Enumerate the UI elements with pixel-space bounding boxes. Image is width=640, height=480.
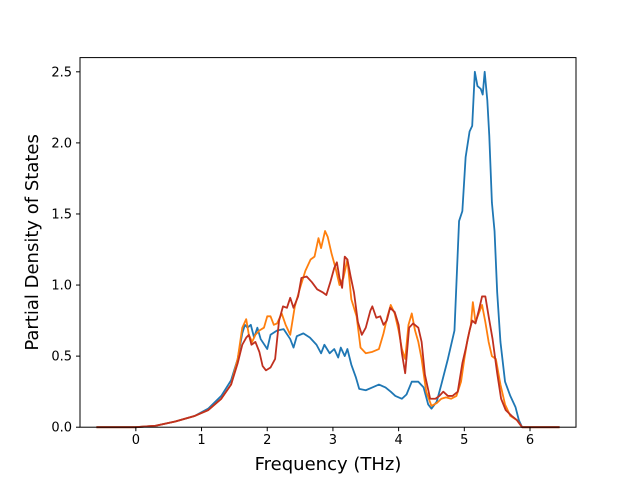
tick-layer: 0 1 2 3 4 5 6 0.0 0.5 1.0 1.5 2.0 2.5 — [51, 65, 534, 448]
x-tick-label: 5 — [460, 433, 468, 448]
x-tick-label: 3 — [329, 433, 337, 448]
x-tick-label: 2 — [263, 433, 271, 448]
y-tick-label: 2.0 — [51, 136, 72, 151]
plot-frame — [79, 57, 577, 428]
plot-area — [80, 57, 576, 428]
series-line-3 — [96, 255, 560, 429]
x-tick-label: 1 — [197, 433, 205, 448]
x-axis-label: Frequency (THz) — [255, 454, 402, 475]
y-tick-label: 2.5 — [51, 65, 72, 80]
y-tick-label: 0.0 — [51, 421, 72, 436]
series-line-1 — [96, 70, 560, 429]
y-tick-label: 1.0 — [51, 279, 72, 294]
x-tick-label: 6 — [526, 433, 534, 448]
y-axis-label: Partial Density of States — [22, 134, 43, 351]
y-tick-label: 1.5 — [51, 207, 72, 222]
x-tick-label: 4 — [394, 433, 402, 448]
y-tick-label: 0.5 — [51, 350, 72, 365]
x-tick-label: 0 — [132, 433, 140, 448]
series-layer — [96, 70, 560, 429]
series-line-2 — [96, 230, 560, 429]
